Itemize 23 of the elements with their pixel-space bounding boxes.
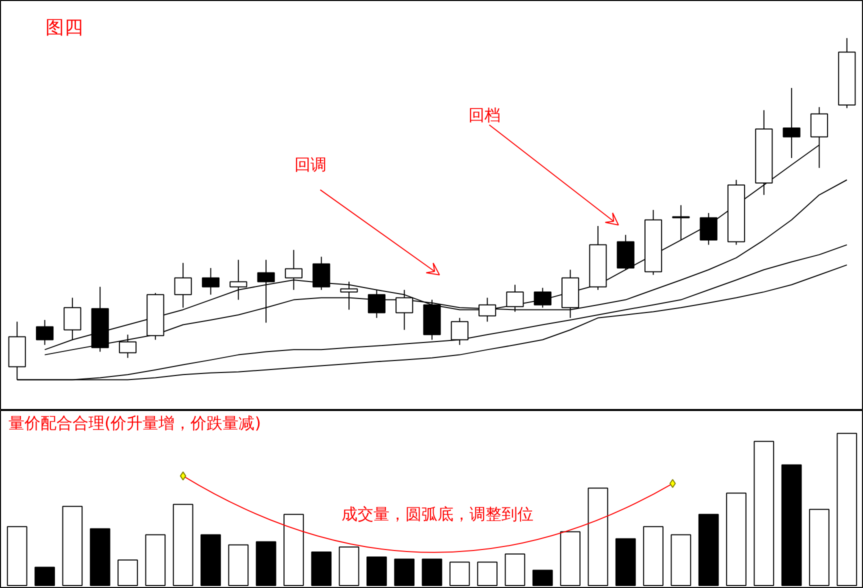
chart-title: 图四	[46, 18, 84, 38]
candlestick	[534, 287, 552, 308]
candlestick	[36, 319, 54, 346]
candlestick	[396, 289, 414, 330]
candlestick	[506, 284, 524, 312]
candlestick	[257, 259, 275, 324]
candlestick	[368, 289, 386, 318]
candlestick	[672, 204, 690, 241]
candlestick	[340, 281, 358, 310]
candlestick	[700, 212, 718, 246]
candlestick	[284, 249, 302, 290]
candlestick	[202, 268, 220, 296]
annotation: 回调	[294, 155, 326, 174]
candlestick	[64, 297, 82, 340]
candlestick	[174, 262, 192, 308]
annotation: 成交量，圆弧底，调整到位	[342, 504, 534, 524]
candlestick	[782, 87, 800, 159]
annotation: 回档	[468, 105, 501, 124]
candlestick	[230, 259, 248, 300]
candlestick	[478, 297, 496, 322]
candlestick	[312, 256, 330, 290]
chart-title: 量价配合合理(价升量增，价跌量减)	[8, 414, 261, 432]
candlestick	[450, 317, 468, 346]
